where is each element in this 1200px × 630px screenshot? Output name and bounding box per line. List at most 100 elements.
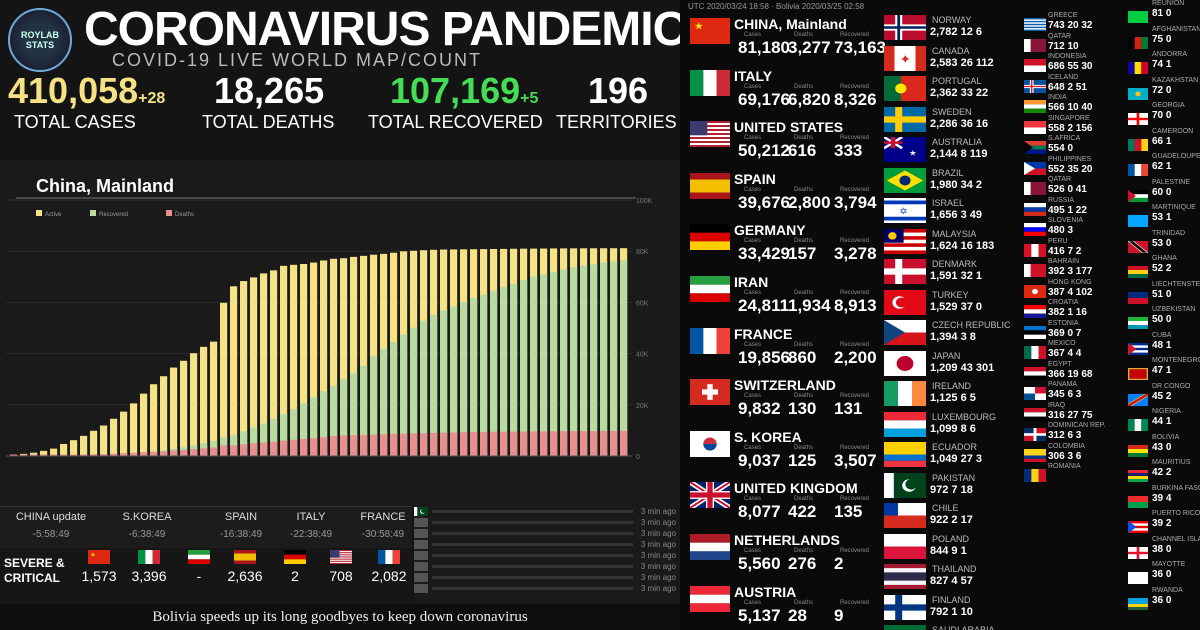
country-row[interactable]: BURKINA FASO 39 4 xyxy=(1126,485,1200,511)
country-row[interactable]: PAKISTAN 972 7 18 xyxy=(882,470,1022,501)
country-row[interactable]: PORTUGAL 2,362 33 22 xyxy=(882,73,1022,104)
recovered-caption: Recovered xyxy=(840,547,870,554)
feed-item[interactable]: 3 min ago xyxy=(414,583,680,594)
country-row[interactable]: SPAIN Cases 39,676 Deaths 2,800 Recovered 3,79… xyxy=(684,167,880,219)
country-row[interactable]: NIGERIA 44 1 xyxy=(1126,408,1200,434)
country-row[interactable]: SAUDI ARABIA xyxy=(882,622,1022,630)
feed-item[interactable]: 3 min ago xyxy=(414,572,680,583)
country-row[interactable]: UNITED STATES Cases 50,212 Deaths 616 Recover… xyxy=(684,115,880,167)
country-row[interactable]: LUXEMBOURG 1,099 8 6 xyxy=(882,409,1022,440)
country-row[interactable]: ★ AUSTRALIA 2,144 8 119 xyxy=(882,134,1022,165)
country-row[interactable]: QATAR 526 0 41 xyxy=(1022,176,1126,197)
country-row[interactable]: MARTINIQUE 53 1 xyxy=(1126,204,1200,230)
country-row[interactable]: RUSSIA 495 1 22 xyxy=(1022,197,1126,218)
country-row[interactable]: IRAQ 316 27 75 xyxy=(1022,402,1126,423)
country-row[interactable]: CZECH REPUBLIC 1,394 3 8 xyxy=(882,317,1022,348)
country-values: 2,144 8 119 xyxy=(930,148,988,160)
country-row[interactable]: THAILAND 827 4 57 xyxy=(882,561,1022,592)
feed-item[interactable]: 3 min ago xyxy=(414,528,680,539)
country-row[interactable]: ★ CHINA, Mainland Cases 81,180 Deaths 3,277 Re… xyxy=(684,12,886,64)
country-row[interactable]: CHANNEL ISLANDS38 0 xyxy=(1126,536,1200,562)
country-row[interactable]: UNITED KINGDOM Cases 8,077 Deaths 422 Recover… xyxy=(684,476,880,528)
country-row[interactable]: MEXICO 367 4 4 xyxy=(1022,340,1126,361)
country-row[interactable]: GREECE 743 20 32 xyxy=(1022,12,1126,33)
country-row[interactable]: GERMANY Cases 33,429 Deaths 157 Recovered 3,27… xyxy=(684,218,880,270)
country-row[interactable]: NORWAY 2,782 12 6 xyxy=(882,12,1022,43)
country-row[interactable]: COLOMBIA 306 3 6 xyxy=(1022,443,1126,464)
country-row[interactable]: CROATIA 382 1 16 xyxy=(1022,299,1126,320)
country-row[interactable]: DR CONGO 45 2 xyxy=(1126,383,1200,409)
country-row[interactable]: GHANA 52 2 xyxy=(1126,255,1200,281)
country-row[interactable]: SWEDEN 2,286 36 16 xyxy=(882,104,1022,135)
country-row[interactable]: PANAMA 345 6 3 xyxy=(1022,381,1126,402)
country-row[interactable]: DENMARK 1,591 32 1 xyxy=(882,256,1022,287)
country-row[interactable]: JAPAN 1,209 43 301 xyxy=(882,348,1022,379)
country-row[interactable]: POLAND 844 9 1 xyxy=(882,531,1022,562)
country-row[interactable]: IRAN Cases 24,811 Deaths 1,934 Recovered 8,913 xyxy=(684,270,880,322)
country-row[interactable]: SINGAPORE 558 2 156 xyxy=(1022,115,1126,136)
country-row[interactable]: MALAYSIA 1,624 16 183 xyxy=(882,226,1022,257)
country-row[interactable]: TRINIDAD 53 0 xyxy=(1126,230,1200,256)
country-name: THAILAND xyxy=(932,564,977,574)
country-row[interactable]: AFGHANISTAN 75 0 xyxy=(1126,26,1200,52)
page-subtitle: COVID-19 LIVE WORLD MAP/COUNT xyxy=(112,50,483,70)
country-values: 743 20 32 xyxy=(1048,20,1093,31)
country-row[interactable]: GEORGIA 70 0 xyxy=(1126,102,1200,128)
country-row[interactable]: CUBA 48 1 xyxy=(1126,332,1200,358)
country-row[interactable]: S. KOREA Cases 9,037 Deaths 125 Recovered 3,50… xyxy=(684,425,880,477)
country-row[interactable]: HONG KONG 387 4 102 xyxy=(1022,279,1126,300)
country-row[interactable]: DOMINICAN REP. 312 6 3 xyxy=(1022,422,1126,443)
flag-italy-icon xyxy=(690,69,731,96)
feed-item[interactable]: 3 min ago xyxy=(414,506,680,517)
country-row[interactable]: LIECHTENSTEIN51 0 xyxy=(1126,281,1200,307)
country-row[interactable]: GUADELOUPE 62 1 xyxy=(1126,153,1200,179)
bar-recovered xyxy=(470,297,478,456)
country-row[interactable]: EGYPT 366 19 68 xyxy=(1022,361,1126,382)
country-row[interactable]: TURKEY 1,529 37 0 xyxy=(882,287,1022,318)
country-row[interactable]: KAZAKHSTAN 72 0 xyxy=(1126,77,1200,103)
feed-item[interactable]: 3 min ago xyxy=(414,561,680,572)
country-row[interactable]: ICELAND 648 2 51 xyxy=(1022,74,1126,95)
country-row[interactable]: AUSTRIA Cases 5,137 Deaths 28 Recovered 9 xyxy=(684,580,880,630)
country-row[interactable]: REUNION 81 0 xyxy=(1126,0,1200,26)
country-row[interactable]: MONTENEGRO 47 1 xyxy=(1126,357,1200,383)
country-row[interactable]: FINLAND 792 1 10 xyxy=(882,592,1022,623)
country-name: IRELAND xyxy=(932,381,972,391)
country-row[interactable]: MAURITIUS 42 2 xyxy=(1126,459,1200,485)
country-row[interactable]: BRAZIL 1,980 34 2 xyxy=(882,165,1022,196)
feed-item[interactable]: 3 min ago xyxy=(414,539,680,550)
country-row[interactable]: CHILE 922 2 17 xyxy=(882,500,1022,531)
feed-item[interactable]: 3 min ago xyxy=(414,517,680,528)
country-row[interactable]: SWITZERLAND Cases 9,832 Deaths 130 Recovered 1… xyxy=(684,373,880,425)
country-row[interactable]: CAMEROON 66 1 xyxy=(1126,128,1200,154)
country-row[interactable]: PUERTO RICO 39 2 xyxy=(1126,510,1200,536)
country-row[interactable]: QATAR 712 10 xyxy=(1022,33,1126,54)
country-row[interactable]: INDONESIA 686 55 30 xyxy=(1022,53,1126,74)
country-row[interactable]: ESTONIA 369 0 7 xyxy=(1022,320,1126,341)
country-row[interactable]: PHILIPPINES 552 35 20 xyxy=(1022,156,1126,177)
country-row[interactable]: IRELAND 1,125 6 5 xyxy=(882,378,1022,409)
country-name: IRAN xyxy=(734,273,769,290)
country-row[interactable]: INDIA 566 10 40 xyxy=(1022,94,1126,115)
country-row[interactable]: MAYOTTE 36 0 xyxy=(1126,561,1200,587)
country-row[interactable]: ✦ CANADA 2,583 26 112 xyxy=(882,43,1022,74)
country-row[interactable]: ITALY Cases 69,176 Deaths 6,820 Recovered 8,32… xyxy=(684,64,880,116)
country-row[interactable]: S.AFRICA 554 0 xyxy=(1022,135,1126,156)
country-row[interactable]: BOLIVIA 43 0 xyxy=(1126,434,1200,460)
country-row[interactable]: NETHERLANDS Cases 5,560 Deaths 276 Recovered 2 xyxy=(684,528,880,580)
update-item: SPAIN -16:38:49 xyxy=(198,511,284,540)
feed-time: 3 min ago xyxy=(640,540,676,549)
country-row[interactable]: SLOVENIA 480 3 xyxy=(1022,217,1126,238)
country-row[interactable]: ANDORRA 74 1 xyxy=(1126,51,1200,77)
country-row[interactable]: ✡ ISRAEL 1,656 3 49 xyxy=(882,195,1022,226)
country-row[interactable]: FRANCE Cases 19,856 Deaths 860 Recovered 2,200 xyxy=(684,322,880,374)
country-row[interactable]: PALESTINE 60 0 xyxy=(1126,179,1200,205)
country-row[interactable]: RWANDA 36 0 xyxy=(1126,587,1200,613)
feed-item[interactable]: 3 min ago xyxy=(414,550,680,561)
country-row[interactable]: ROMANIA xyxy=(1022,463,1126,484)
country-row[interactable]: PERU 416 7 2 xyxy=(1022,238,1126,259)
news-ticker[interactable]: Bolivia speeds up its long goodbyes to k… xyxy=(0,604,680,630)
country-row[interactable]: UZBEKISTAN 50 0 xyxy=(1126,306,1200,332)
country-row[interactable]: BAHRAIN 392 3 177 xyxy=(1022,258,1126,279)
country-row[interactable]: ECUADOR 1,049 27 3 xyxy=(882,439,1022,470)
